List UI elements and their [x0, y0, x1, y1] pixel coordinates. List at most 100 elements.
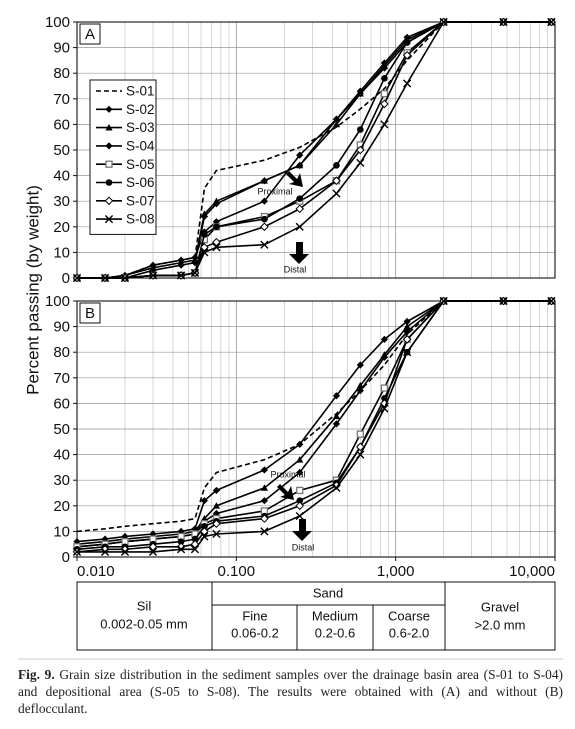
marker: [148, 547, 158, 556]
marker: [439, 296, 448, 306]
table-frame: [76, 581, 556, 651]
marker: [201, 522, 208, 530]
marker: [105, 160, 113, 168]
marker: [260, 466, 268, 474]
marker: [200, 527, 209, 536]
x-tick-label: 0.100: [218, 563, 256, 580]
marker: [332, 115, 341, 123]
marker: [72, 547, 82, 556]
y-tick-label: 50: [53, 142, 70, 159]
y-tick-label: 70: [53, 370, 70, 387]
marker: [72, 273, 82, 283]
marker: [499, 17, 508, 27]
legend-label: S-06: [126, 175, 155, 190]
panel-label-box: [79, 23, 101, 45]
marker: [403, 317, 411, 326]
marker: [105, 142, 113, 150]
size-table: [76, 581, 556, 651]
marker: [357, 126, 364, 133]
marker: [200, 242, 209, 252]
x-tick-label: 0.010: [77, 563, 115, 580]
marker: [332, 176, 341, 186]
marker: [201, 231, 208, 238]
table-cell: Coarse: [388, 608, 430, 623]
marker: [295, 222, 304, 231]
marker: [104, 196, 114, 206]
marker: [260, 222, 269, 232]
marker: [100, 273, 110, 283]
y-tick-label: 90: [53, 319, 70, 336]
marker: [332, 412, 341, 420]
annotation: Proximal: [257, 186, 292, 196]
table-cell: Medium: [312, 608, 358, 623]
marker: [356, 450, 365, 459]
caption-label: Fig. 9.: [18, 667, 55, 682]
marker: [105, 179, 113, 186]
marker: [403, 39, 411, 46]
marker: [356, 361, 364, 369]
marker: [499, 296, 508, 306]
marker: [296, 497, 304, 504]
marker: [356, 430, 364, 438]
y-tick-label: 80: [53, 344, 70, 361]
y-tick-label: 90: [53, 40, 70, 57]
marker: [380, 99, 389, 109]
marker: [296, 161, 304, 169]
marker: [402, 50, 412, 60]
marker: [403, 328, 411, 336]
marker: [176, 271, 186, 280]
marker: [403, 33, 411, 41]
legend-label: S-07: [126, 193, 155, 208]
marker: [380, 353, 389, 361]
panel: 0 10 20 30 40 50 60 70 80 90 100 0.010 0.100 1,000 10,…: [45, 293, 556, 580]
marker: [547, 296, 556, 306]
marker: [380, 384, 389, 392]
marker: [356, 158, 365, 167]
legend-box: [89, 79, 157, 235]
y-tick-label: 60: [53, 116, 70, 133]
y-tick-label: 60: [53, 395, 70, 412]
marker: [190, 545, 200, 554]
marker: [120, 547, 130, 556]
marker: [296, 468, 304, 477]
marker: [105, 105, 113, 113]
marker: [212, 509, 221, 518]
marker: [260, 514, 269, 523]
caption: Fig. 9. Grain size distribution in the s…: [18, 666, 563, 717]
marker: [380, 90, 389, 98]
marker: [213, 223, 220, 231]
marker: [380, 404, 389, 413]
marker: [295, 511, 304, 521]
x-tick-label: 1,000: [377, 563, 415, 580]
x-tick-label: 10,000: [509, 563, 555, 580]
caption-text: Grain size distribution in the sediment …: [18, 667, 563, 716]
y-tick-label: 10: [53, 244, 70, 261]
y-tick-label: 100: [45, 14, 70, 31]
marker: [547, 17, 556, 27]
panel-label-box: [79, 302, 101, 324]
marker: [212, 529, 221, 539]
legend-label: S-03: [126, 120, 155, 135]
marker: [260, 240, 269, 249]
y-tick-label: 40: [53, 168, 70, 185]
y-axis-label: Percent passing (by weight): [23, 185, 42, 395]
y-tick-label: 0: [62, 270, 70, 287]
marker: [200, 497, 208, 505]
marker: [177, 261, 185, 269]
table-cell: Gravel: [481, 599, 519, 614]
annotation-arrow: [277, 484, 294, 500]
marker: [260, 527, 269, 536]
legend-label: S-01: [126, 84, 155, 99]
y-tick-label: 10: [53, 523, 70, 540]
marker: [260, 177, 268, 185]
marker: [212, 200, 221, 208]
legend-label: S-02: [126, 102, 155, 117]
marker: [380, 120, 389, 129]
marker: [296, 486, 304, 495]
panel-label: B: [85, 305, 95, 322]
marker: [296, 195, 304, 202]
table-cell: Fine: [242, 608, 267, 623]
marker: [403, 79, 412, 88]
marker: [190, 268, 200, 277]
